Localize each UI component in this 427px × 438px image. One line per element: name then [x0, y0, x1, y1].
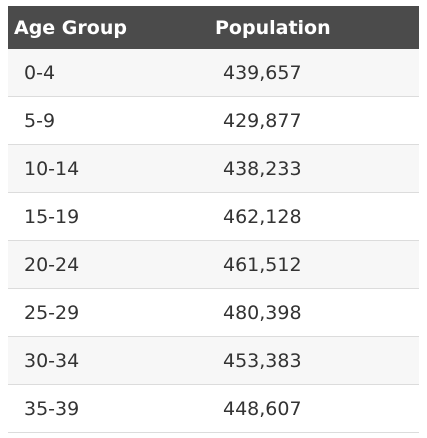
age-cell: 0-4	[8, 49, 208, 97]
table-header: Age Group Population	[8, 6, 419, 49]
population-cell: 453,383	[208, 336, 419, 385]
age-cell: 30-34	[8, 336, 208, 385]
age-cell: 15-19	[8, 192, 208, 241]
population-table: Age Group Population 0-4 439,657 5-9 429…	[8, 6, 419, 433]
table-row: 35-39 448,607	[8, 384, 419, 433]
age-cell: 5-9	[8, 96, 208, 145]
population-cell: 438,233	[208, 144, 419, 193]
population-cell: 448,607	[208, 384, 419, 433]
table-row: 0-4 439,657	[8, 49, 419, 97]
age-cell: 10-14	[8, 144, 208, 193]
table-row: 10-14 438,233	[8, 144, 419, 193]
age-cell: 35-39	[8, 384, 208, 433]
header-row: Age Group Population	[8, 6, 419, 49]
age-cell: 25-29	[8, 288, 208, 337]
table-row: 15-19 462,128	[8, 192, 419, 241]
age-cell: 20-24	[8, 240, 208, 289]
header-population: Population	[208, 6, 419, 49]
population-cell: 462,128	[208, 192, 419, 241]
table-row: 20-24 461,512	[8, 240, 419, 289]
header-age-group: Age Group	[8, 6, 208, 49]
population-cell: 480,398	[208, 288, 419, 337]
population-table-container: Age Group Population 0-4 439,657 5-9 429…	[8, 6, 419, 433]
population-cell: 439,657	[208, 49, 419, 97]
population-cell: 429,877	[208, 96, 419, 145]
table-body: 0-4 439,657 5-9 429,877 10-14 438,233 15…	[8, 49, 419, 433]
population-cell: 461,512	[208, 240, 419, 289]
table-row: 25-29 480,398	[8, 288, 419, 337]
table-row: 5-9 429,877	[8, 96, 419, 145]
table-row: 30-34 453,383	[8, 336, 419, 385]
